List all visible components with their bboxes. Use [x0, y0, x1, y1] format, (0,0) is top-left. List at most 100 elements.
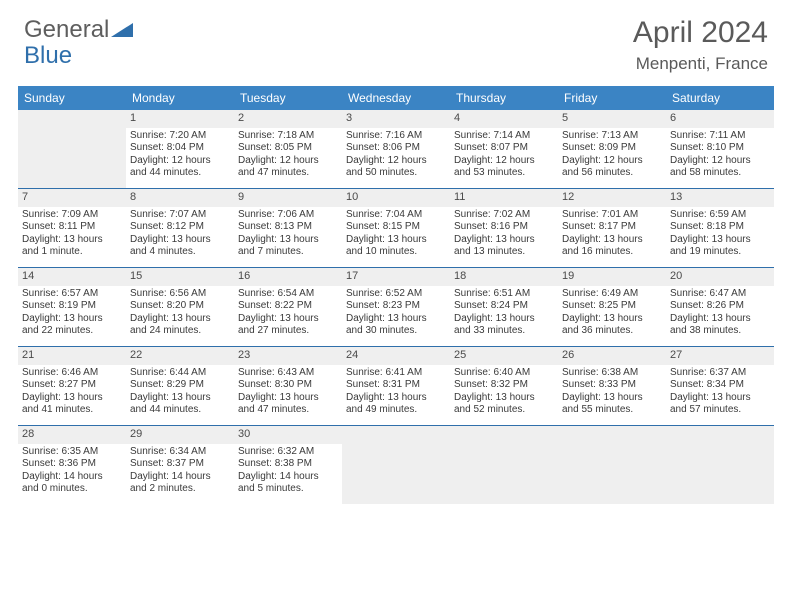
day-cell: 28Sunrise: 6:35 AMSunset: 8:36 PMDayligh… — [18, 426, 126, 504]
sunset-text: Sunset: 8:33 PM — [562, 379, 662, 392]
day-number: 11 — [450, 189, 558, 207]
sunrise-text: Sunrise: 7:07 AM — [130, 209, 230, 222]
daylight-text: Daylight: 12 hours — [454, 155, 554, 168]
sunset-text: Sunset: 8:26 PM — [670, 300, 770, 313]
daylight-text: and 33 minutes. — [454, 325, 554, 338]
weekday-wed: Wednesday — [342, 86, 450, 110]
day-cell: 24Sunrise: 6:41 AMSunset: 8:31 PMDayligh… — [342, 347, 450, 425]
daylight-text: and 47 minutes. — [238, 167, 338, 180]
sunset-text: Sunset: 8:04 PM — [130, 142, 230, 155]
day-cell: 2Sunrise: 7:18 AMSunset: 8:05 PMDaylight… — [234, 110, 342, 188]
day-cell: 12Sunrise: 7:01 AMSunset: 8:17 PMDayligh… — [558, 189, 666, 267]
daylight-text: and 41 minutes. — [22, 404, 122, 417]
daylight-text: and 52 minutes. — [454, 404, 554, 417]
day-number: 27 — [666, 347, 774, 365]
weekday-sat: Saturday — [666, 86, 774, 110]
daylight-text: and 16 minutes. — [562, 246, 662, 259]
day-number: 3 — [342, 110, 450, 128]
logo-text-blue: Blue — [24, 42, 72, 69]
daylight-text: Daylight: 13 hours — [454, 392, 554, 405]
weekday-tue: Tuesday — [234, 86, 342, 110]
sunset-text: Sunset: 8:10 PM — [670, 142, 770, 155]
daylight-text: Daylight: 12 hours — [238, 155, 338, 168]
daylight-text: and 4 minutes. — [130, 246, 230, 259]
sunset-text: Sunset: 8:11 PM — [22, 221, 122, 234]
day-number: 29 — [126, 426, 234, 444]
daylight-text: and 27 minutes. — [238, 325, 338, 338]
sunrise-text: Sunrise: 7:13 AM — [562, 130, 662, 143]
daylight-text: Daylight: 13 hours — [454, 234, 554, 247]
daylight-text: Daylight: 12 hours — [562, 155, 662, 168]
day-number: 4 — [450, 110, 558, 128]
daylight-text: and 0 minutes. — [22, 483, 122, 496]
day-cell: 10Sunrise: 7:04 AMSunset: 8:15 PMDayligh… — [342, 189, 450, 267]
daylight-text: Daylight: 13 hours — [346, 313, 446, 326]
day-cell: 6Sunrise: 7:11 AMSunset: 8:10 PMDaylight… — [666, 110, 774, 188]
week-row: 14Sunrise: 6:57 AMSunset: 8:19 PMDayligh… — [18, 268, 774, 347]
sunrise-text: Sunrise: 6:38 AM — [562, 367, 662, 380]
sunrise-text: Sunrise: 7:06 AM — [238, 209, 338, 222]
sunrise-text: Sunrise: 7:09 AM — [22, 209, 122, 222]
sunrise-text: Sunrise: 6:46 AM — [22, 367, 122, 380]
daylight-text: Daylight: 13 hours — [562, 392, 662, 405]
day-cell: 5 Sunrise: 7:13 AMSunset: 8:09 PMDaylight… — [558, 110, 666, 188]
sunrise-text: Sunrise: 6:40 AM — [454, 367, 554, 380]
daylight-text: and 38 minutes. — [670, 325, 770, 338]
daylight-text: Daylight: 12 hours — [670, 155, 770, 168]
sunrise-text: Sunrise: 7:14 AM — [454, 130, 554, 143]
daylight-text: and 44 minutes. — [130, 167, 230, 180]
daylight-text: Daylight: 14 hours — [130, 471, 230, 484]
sunrise-text: Sunrise: 6:34 AM — [130, 446, 230, 459]
weekday-fri: Friday — [558, 86, 666, 110]
daylight-text: and 58 minutes. — [670, 167, 770, 180]
sunrise-text: Sunrise: 7:01 AM — [562, 209, 662, 222]
day-number: 20 — [666, 268, 774, 286]
daylight-text: and 36 minutes. — [562, 325, 662, 338]
daylight-text: Daylight: 13 hours — [238, 234, 338, 247]
sunrise-text: Sunrise: 6:37 AM — [670, 367, 770, 380]
day-number: 19 — [558, 268, 666, 286]
daylight-text: and 30 minutes. — [346, 325, 446, 338]
sunset-text: Sunset: 8:19 PM — [22, 300, 122, 313]
sunrise-text: Sunrise: 6:59 AM — [670, 209, 770, 222]
month-title: April 2024 — [633, 16, 768, 50]
sunrise-text: Sunrise: 6:44 AM — [130, 367, 230, 380]
daylight-text: and 50 minutes. — [346, 167, 446, 180]
daylight-text: and 44 minutes. — [130, 404, 230, 417]
daylight-text: Daylight: 12 hours — [130, 155, 230, 168]
logo-line2: Blue — [24, 42, 72, 70]
daylight-text: Daylight: 13 hours — [238, 313, 338, 326]
sunset-text: Sunset: 8:36 PM — [22, 458, 122, 471]
sunset-text: Sunset: 8:22 PM — [238, 300, 338, 313]
day-cell: 16Sunrise: 6:54 AMSunset: 8:22 PMDayligh… — [234, 268, 342, 346]
day-cell: 18Sunrise: 6:51 AMSunset: 8:24 PMDayligh… — [450, 268, 558, 346]
sunset-text: Sunset: 8:07 PM — [454, 142, 554, 155]
day-number: 12 — [558, 189, 666, 207]
sunset-text: Sunset: 8:13 PM — [238, 221, 338, 234]
sunrise-text: Sunrise: 6:56 AM — [130, 288, 230, 301]
day-cell: 4 Sunrise: 7:14 AMSunset: 8:07 PMDaylight… — [450, 110, 558, 188]
day-cell: 29Sunrise: 6:34 AMSunset: 8:37 PMDayligh… — [126, 426, 234, 504]
empty-cell — [18, 110, 126, 188]
weeks-container: 1Sunrise: 7:20 AMSunset: 8:04 PMDaylight… — [18, 110, 774, 504]
day-number: 21 — [18, 347, 126, 365]
sunset-text: Sunset: 8:17 PM — [562, 221, 662, 234]
sunset-text: Sunset: 8:09 PM — [562, 142, 662, 155]
day-number: 6 — [666, 110, 774, 128]
day-number: 13 — [666, 189, 774, 207]
day-number: 25 — [450, 347, 558, 365]
day-cell: 30Sunrise: 6:32 AMSunset: 8:38 PMDayligh… — [234, 426, 342, 504]
weekday-mon: Monday — [126, 86, 234, 110]
day-number: 7 — [18, 189, 126, 207]
sunset-text: Sunset: 8:34 PM — [670, 379, 770, 392]
daylight-text: Daylight: 13 hours — [22, 234, 122, 247]
sunset-text: Sunset: 8:25 PM — [562, 300, 662, 313]
day-number: 28 — [18, 426, 126, 444]
day-cell: 19Sunrise: 6:49 AMSunset: 8:25 PMDayligh… — [558, 268, 666, 346]
sunset-text: Sunset: 8:15 PM — [346, 221, 446, 234]
day-number: 5 — [558, 110, 666, 128]
daylight-text: and 2 minutes. — [130, 483, 230, 496]
week-row: 28Sunrise: 6:35 AMSunset: 8:36 PMDayligh… — [18, 426, 774, 504]
day-number: 2 — [234, 110, 342, 128]
daylight-text: and 1 minute. — [22, 246, 122, 259]
